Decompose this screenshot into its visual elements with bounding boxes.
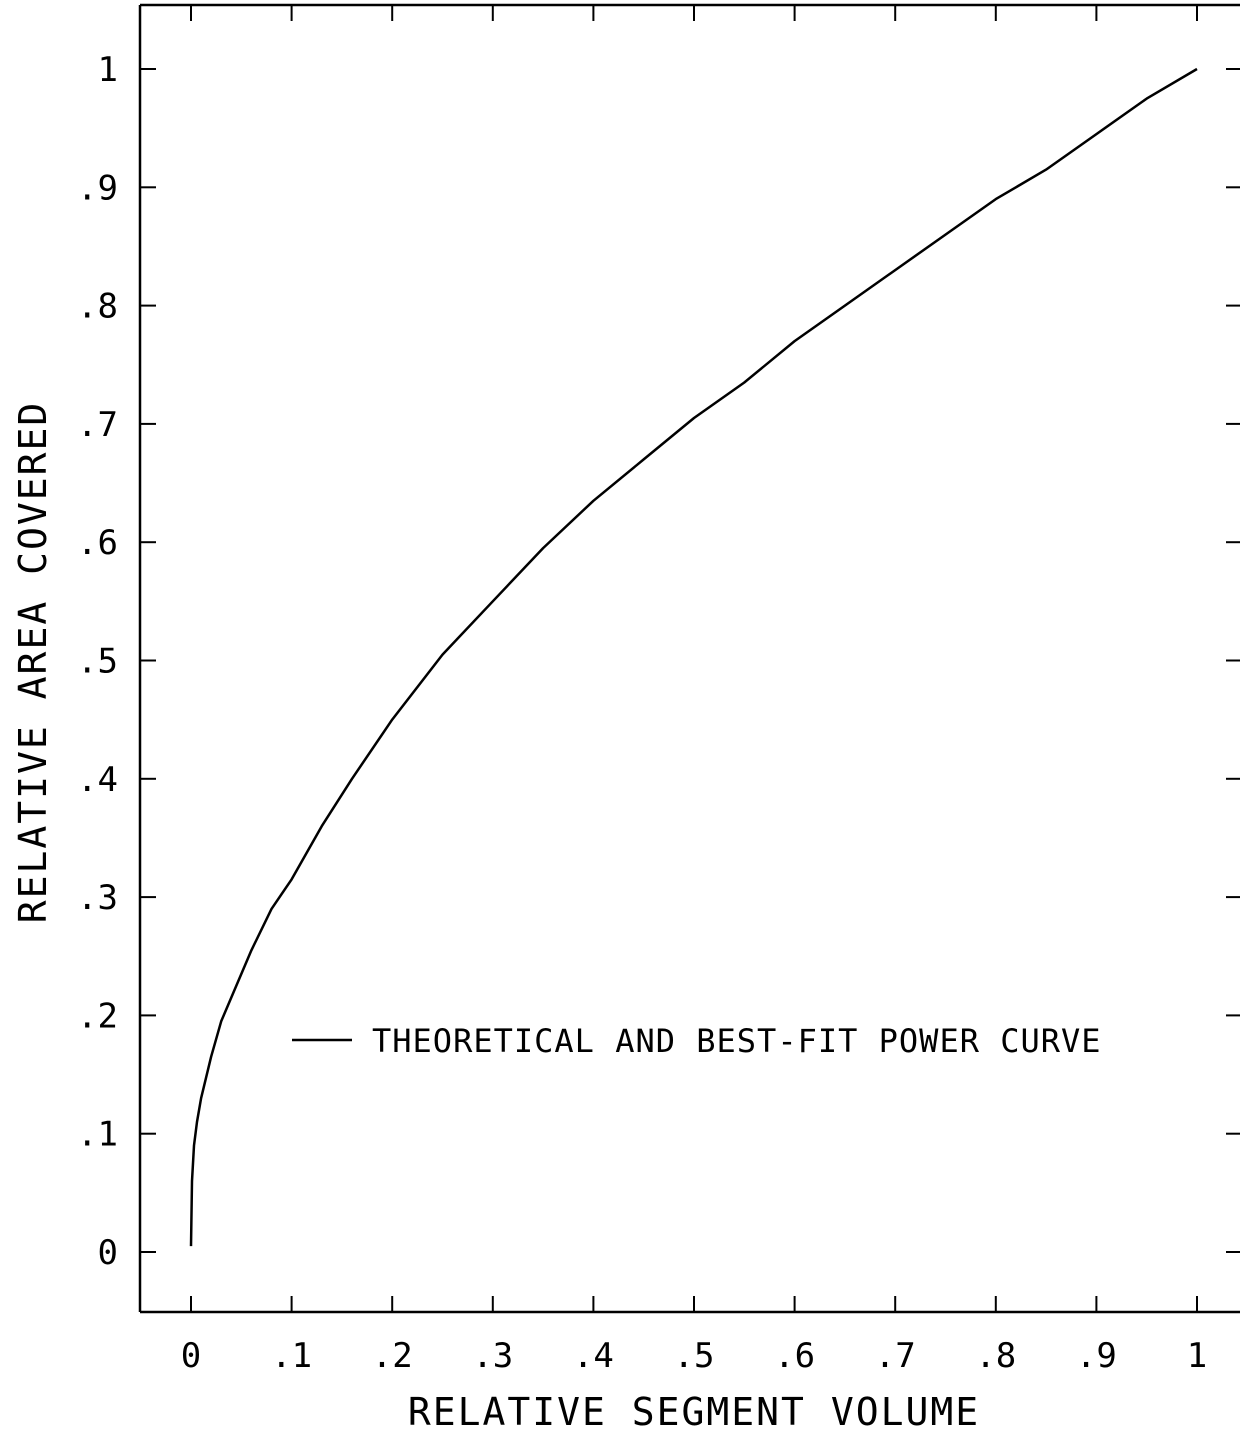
y-axis-title: RELATIVE AREA COVERED bbox=[11, 401, 55, 923]
y-tick-label: .9 bbox=[77, 168, 118, 208]
x-tick-label: .2 bbox=[372, 1336, 413, 1376]
x-tick-label: .4 bbox=[573, 1336, 614, 1376]
x-tick-label: .7 bbox=[875, 1336, 916, 1376]
x-tick-label: .9 bbox=[1076, 1336, 1117, 1376]
legend-label: THEORETICAL AND BEST-FIT POWER CURVE bbox=[372, 1022, 1102, 1060]
y-tick-label: 0 bbox=[98, 1233, 118, 1273]
y-tick-label: .1 bbox=[77, 1115, 118, 1155]
legend: THEORETICAL AND BEST-FIT POWER CURVE bbox=[292, 1022, 1102, 1060]
y-tick-label: .6 bbox=[77, 523, 118, 563]
y-tick-label: 1 bbox=[98, 50, 118, 90]
plot-frame bbox=[138, 3, 1240, 1314]
x-ticks: 0 .1 .2 .3 .4 .5 .6 .7 .8 .9 1 bbox=[181, 5, 1207, 1376]
x-tick-label: .5 bbox=[674, 1336, 715, 1376]
y-tick-label: .2 bbox=[77, 996, 118, 1036]
y-tick-label: .5 bbox=[77, 642, 118, 682]
x-tick-label: 1 bbox=[1187, 1336, 1207, 1376]
y-tick-label: .7 bbox=[77, 405, 118, 445]
x-tick-label: .8 bbox=[975, 1336, 1016, 1376]
y-tick-label: .8 bbox=[77, 287, 118, 327]
x-tick-label: .3 bbox=[472, 1336, 513, 1376]
series-layer bbox=[189, 67, 1198, 1247]
series-line bbox=[189, 67, 1198, 1247]
x-tick-label: .1 bbox=[271, 1336, 312, 1376]
x-tick-label: 0 bbox=[181, 1336, 201, 1376]
y-tick-label: .4 bbox=[77, 760, 118, 800]
y-ticks: 0 .1 .2 .3 .4 .5 .6 .7 .8 .9 1 bbox=[77, 50, 1240, 1273]
y-tick-label: .3 bbox=[77, 878, 118, 918]
x-axis-title: RELATIVE SEGMENT VOLUME bbox=[408, 1390, 980, 1430]
x-tick-label: .6 bbox=[774, 1336, 815, 1376]
